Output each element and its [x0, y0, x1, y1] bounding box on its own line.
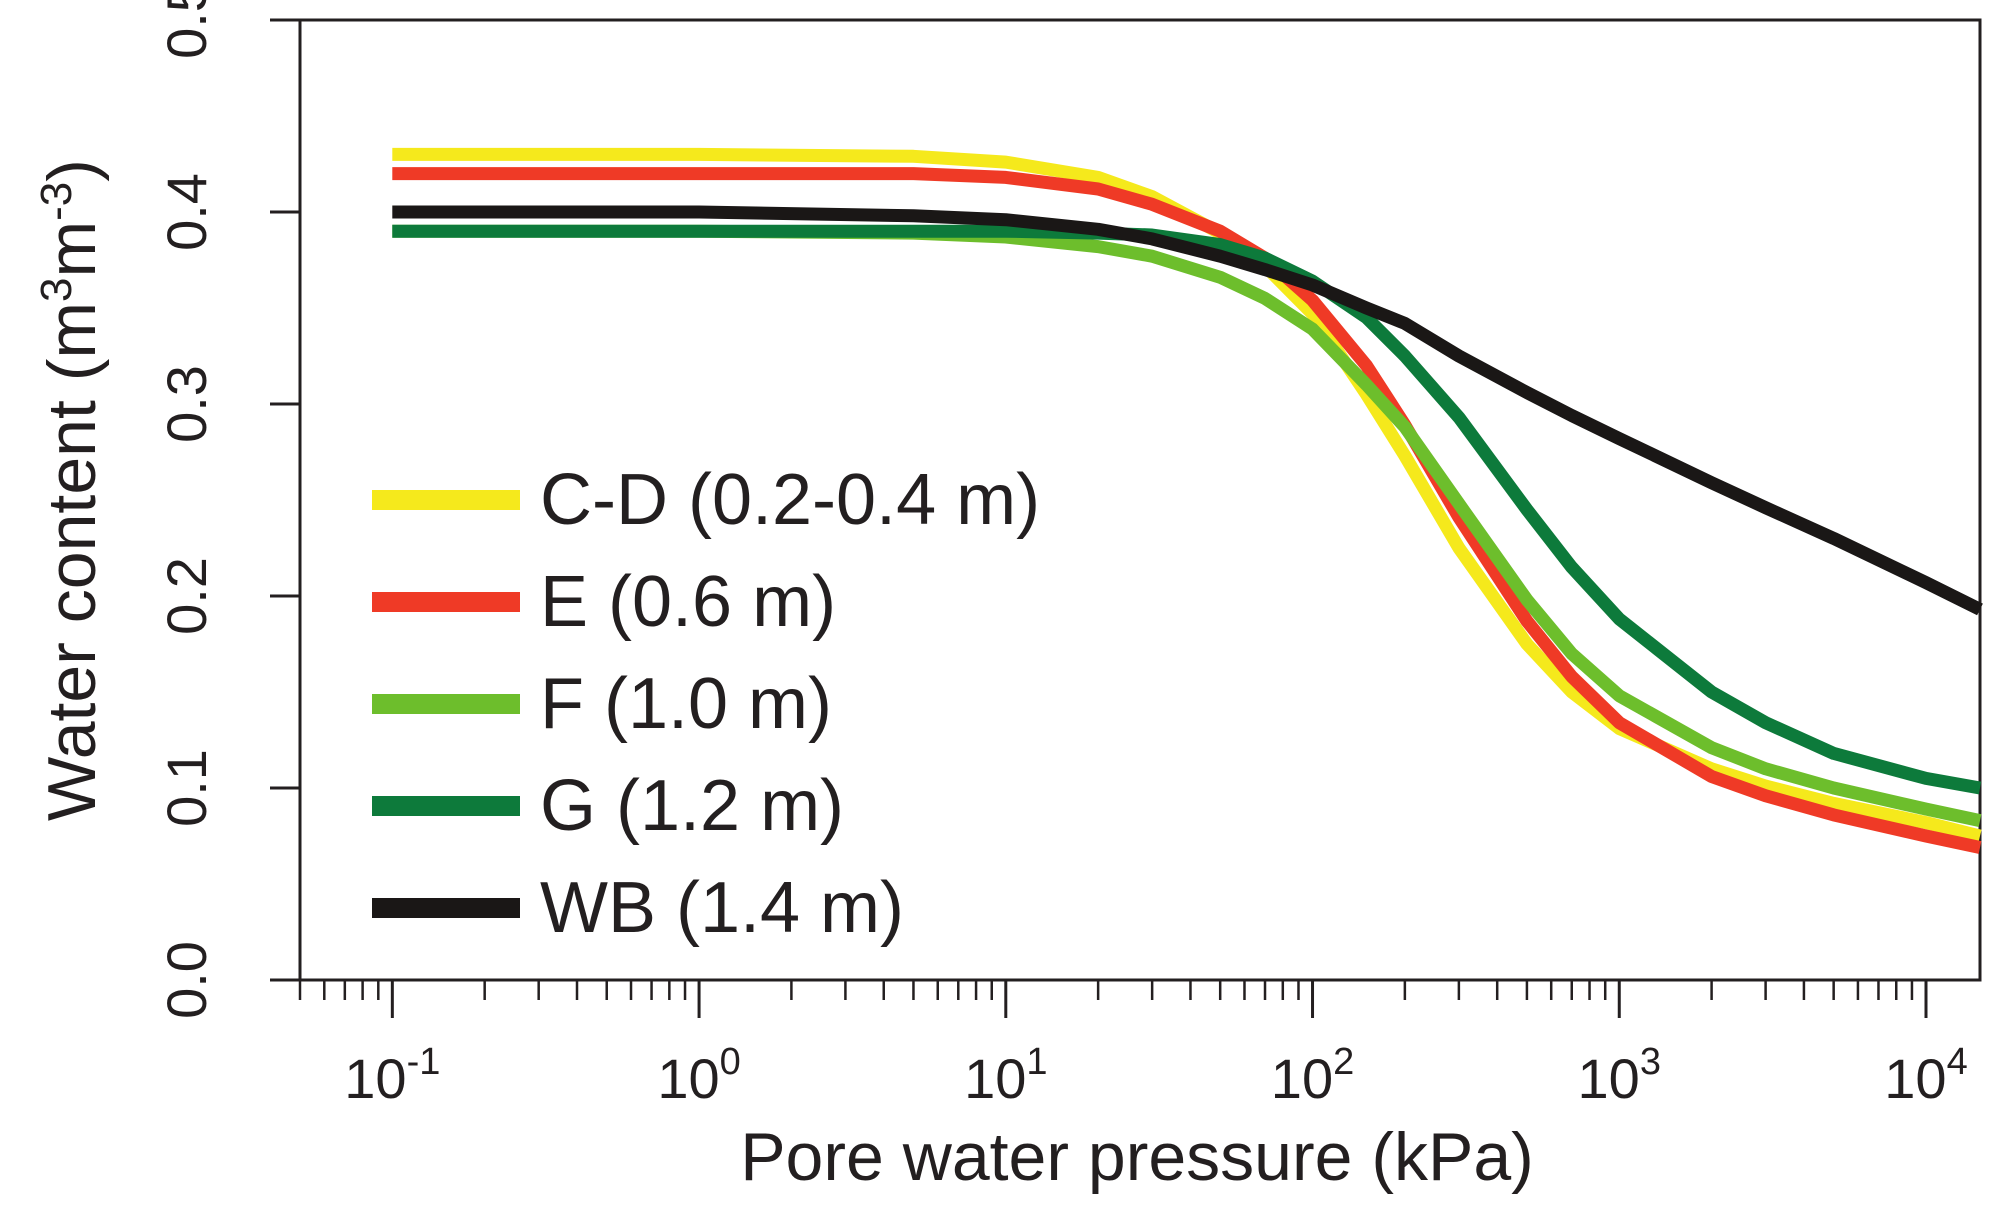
legend-label: G (1.2 m) — [540, 766, 844, 846]
x-tick-label: 102 — [1271, 1041, 1354, 1110]
y-tick-label: 0.5 — [155, 0, 218, 59]
legend-label: F (1.0 m) — [540, 664, 832, 744]
y-tick-label: 0.0 — [155, 941, 218, 1019]
x-tick-label: 101 — [964, 1041, 1047, 1110]
y-axis: 0.0 0.1 0.2 0.3 0.4 0.5 — [155, 0, 300, 1019]
y-axis-title-sup1: 3 — [32, 277, 81, 301]
y-axis-title-mid: m — [34, 221, 110, 278]
series-line-0 — [392, 147, 1982, 843]
series-line-4 — [392, 205, 1983, 616]
series-line-1 — [392, 167, 1982, 854]
y-tick-label: 0.4 — [155, 173, 218, 251]
legend: C-D (0.2-0.4 m) E (0.6 m) F (1.0 m) G (1.2 … — [372, 460, 1040, 948]
y-tick-label: 0.3 — [155, 365, 218, 443]
y-axis-title-main: Water content (m — [34, 302, 110, 821]
y-axis-title-sup2: -3 — [32, 182, 81, 221]
x-tick-label: 10-1 — [344, 1041, 440, 1110]
plot-border — [298, 18, 1982, 982]
series-line-3 — [392, 224, 1982, 795]
x-axis-title: Pore water pressure (kPa) — [740, 1119, 1534, 1195]
x-tick-label: 103 — [1578, 1041, 1661, 1110]
x-tick-label: 100 — [657, 1041, 740, 1110]
x-axis: 10-1 100 101 102 103 104 — [298, 980, 1968, 1110]
legend-label: E (0.6 m) — [540, 562, 836, 642]
series-lines — [392, 147, 1983, 854]
y-tick-label: 0.1 — [155, 749, 218, 827]
y-axis-title: Water content (m3m-3) — [32, 159, 111, 821]
legend-label: C-D (0.2-0.4 m) — [540, 460, 1040, 540]
y-tick-label: 0.2 — [155, 557, 218, 635]
plot-area — [298, 18, 1982, 982]
series-line-2 — [392, 224, 1982, 827]
y-axis-title-end: ) — [34, 159, 110, 182]
x-tick-label: 104 — [1884, 1041, 1967, 1110]
legend-label: WB (1.4 m) — [540, 868, 904, 948]
